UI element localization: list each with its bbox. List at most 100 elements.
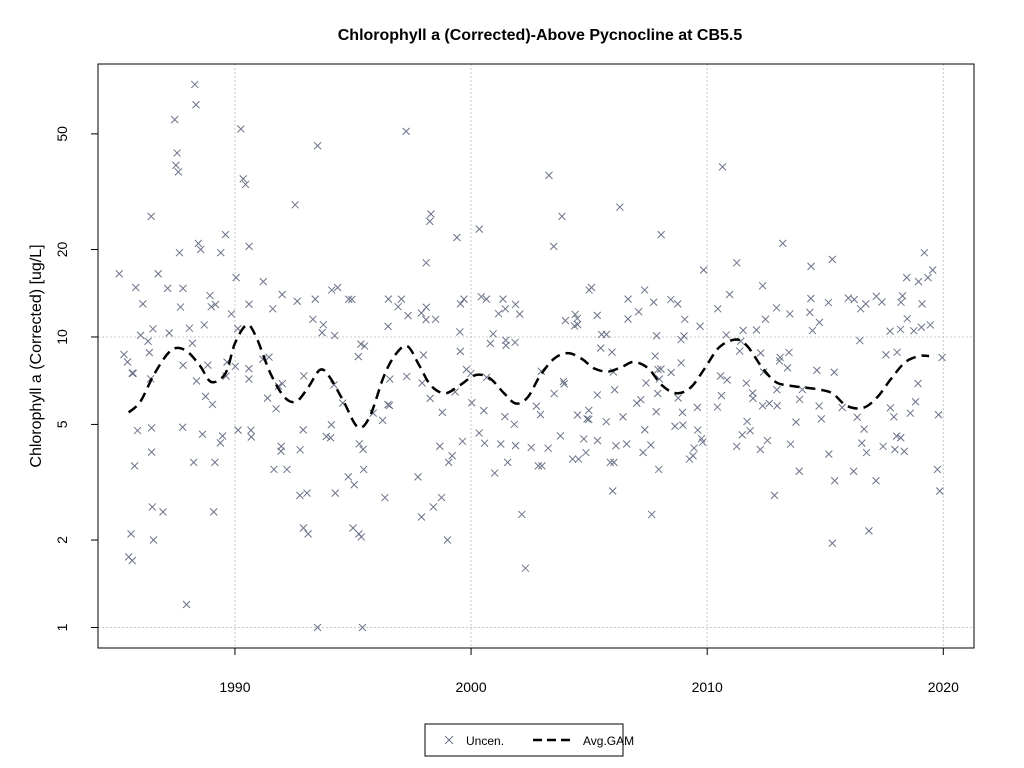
data-point-stroke [746,426,754,435]
data-point-stroke [427,210,435,218]
data-point-stroke [722,331,731,339]
data-point [208,400,217,409]
data-point [773,385,781,394]
data-point [698,438,707,447]
data-point [209,508,218,516]
data-point-stroke [274,382,283,390]
data-point-stroke [886,327,894,336]
data-point [139,300,147,308]
data-point [245,242,253,251]
data-point-stroke [698,438,707,447]
data-point-stroke [795,467,804,476]
data-point-stroke [222,372,230,381]
data-point-stroke [550,389,559,398]
data-point [503,458,512,467]
data-point-stroke [304,530,312,538]
y-tick-label: 20 [54,242,70,258]
gam-curve-layer [127,323,930,429]
data-point [211,458,219,467]
data-point-stroke [330,381,338,389]
legend: Uncen. Avg.GAM [424,723,634,757]
data-point [521,564,530,573]
data-point-stroke [610,385,619,394]
data-point [456,347,465,356]
data-point-stroke [584,406,593,415]
data-point [381,493,389,502]
data-point-stroke [545,171,553,180]
data-point-stroke [221,230,230,239]
data-point [743,417,751,426]
data-point [573,411,582,419]
data-point-stroke [163,284,172,293]
data-point [327,286,336,294]
data-point-stroke [713,403,722,411]
data-point [570,322,579,330]
data-point-stroke [773,385,781,394]
data-point-stroke [838,403,847,412]
data-point-stroke [303,489,311,498]
data-point [172,161,180,170]
data-point-stroke [772,303,781,312]
data-point [886,404,895,412]
data-point [544,444,553,453]
data-point-stroke [736,337,745,346]
data-point [773,401,781,410]
data-point-stroke [190,80,199,89]
data-point [914,379,922,388]
data-point-stroke [622,440,631,448]
data-point [359,465,368,474]
data-point-stroke [425,217,434,226]
data-point [824,298,833,307]
data-point-stroke [647,441,655,449]
y-tick-label: 10 [54,329,70,345]
legend-box [424,723,624,757]
data-point-stroke [674,394,683,402]
data-point-stroke [456,347,465,356]
data-point-stroke [330,331,339,340]
data-point [397,295,406,303]
data-point [865,527,873,535]
data-point-stroke [536,410,545,419]
data-point [815,318,824,327]
data-point-stroke [350,480,359,489]
data-point-stroke [360,342,369,350]
data-point [477,292,486,301]
data-point-stroke [148,503,157,511]
data-point-stroke [815,402,823,410]
data-point [624,315,632,323]
data-point [182,600,191,609]
data-point [460,295,468,303]
data-point-stroke [593,311,602,320]
data-point [860,425,868,433]
data-point [763,436,772,445]
data-point-stroke [437,493,446,502]
data-point [666,295,675,304]
data-point-stroke [467,369,475,378]
data-point [556,431,565,440]
data-point [128,556,137,565]
data-point-stroke [203,361,212,369]
data-point [619,412,627,421]
data-point-stroke [247,426,255,435]
data-point-stroke [917,323,926,332]
data-point-stroke [331,489,340,498]
y-tick-label: 50 [54,126,70,142]
data-point-stroke [326,433,335,442]
data-point-stroke [515,310,524,318]
data-point-stroke [900,447,909,456]
data-point-stroke [355,439,364,448]
data-point [313,141,322,150]
data-point-stroke [743,417,751,426]
data-point-stroke [499,295,507,303]
data-point [394,302,402,311]
data-point-stroke [911,397,920,406]
data-point-stroke [120,350,128,359]
data-point [807,294,815,303]
data-point [716,372,725,380]
data-point [511,441,520,450]
data-point [438,408,447,417]
data-point-stroke [381,493,389,502]
data-point-stroke [154,269,163,278]
data-point-stroke [136,331,145,340]
plot-area-frame [97,63,975,649]
